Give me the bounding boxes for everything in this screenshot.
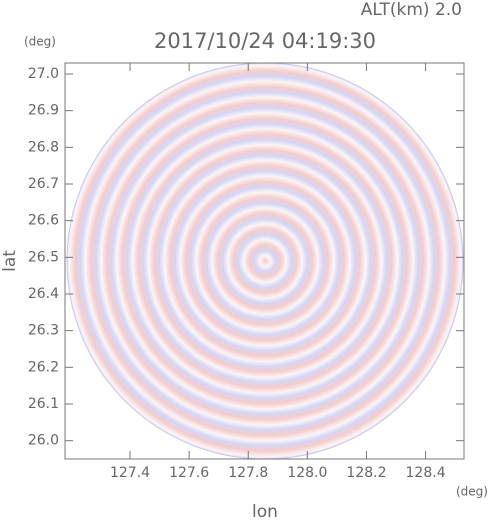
y-tick-label: 26.3 xyxy=(28,323,59,339)
y-unit: (deg) xyxy=(24,35,56,49)
y-tick-label: 26.8 xyxy=(28,139,59,155)
chart-title: 2017/10/24 04:19:30 xyxy=(154,29,376,53)
y-axis-label: lat xyxy=(0,250,20,272)
y-tick-label: 27.0 xyxy=(28,66,59,82)
y-tick-label: 26.5 xyxy=(28,249,59,265)
y-tick-label: 26.6 xyxy=(28,213,59,229)
y-tick-label: 26.1 xyxy=(28,396,59,412)
y-tick-label: 26.4 xyxy=(28,286,59,302)
altitude-label: ALT(km) 2.0 xyxy=(361,0,462,20)
x-tick-label: 127.4 xyxy=(110,465,150,481)
plot-frame xyxy=(64,62,465,460)
y-tick-label: 26.9 xyxy=(28,103,59,119)
y-tick-label: 26.7 xyxy=(28,176,59,192)
y-tick-label: 26.2 xyxy=(28,359,59,375)
y-tick-label: 26.0 xyxy=(28,433,59,449)
x-tick-label: 127.8 xyxy=(228,465,268,481)
x-axis-label: lon xyxy=(252,502,278,521)
x-tick-label: 128.0 xyxy=(287,465,327,481)
x-tick-label: 127.6 xyxy=(169,465,209,481)
x-tick-label: 128.4 xyxy=(406,465,446,481)
x-unit: (deg) xyxy=(456,485,488,499)
radar-field xyxy=(67,63,463,459)
x-tick-label: 128.2 xyxy=(346,465,386,481)
